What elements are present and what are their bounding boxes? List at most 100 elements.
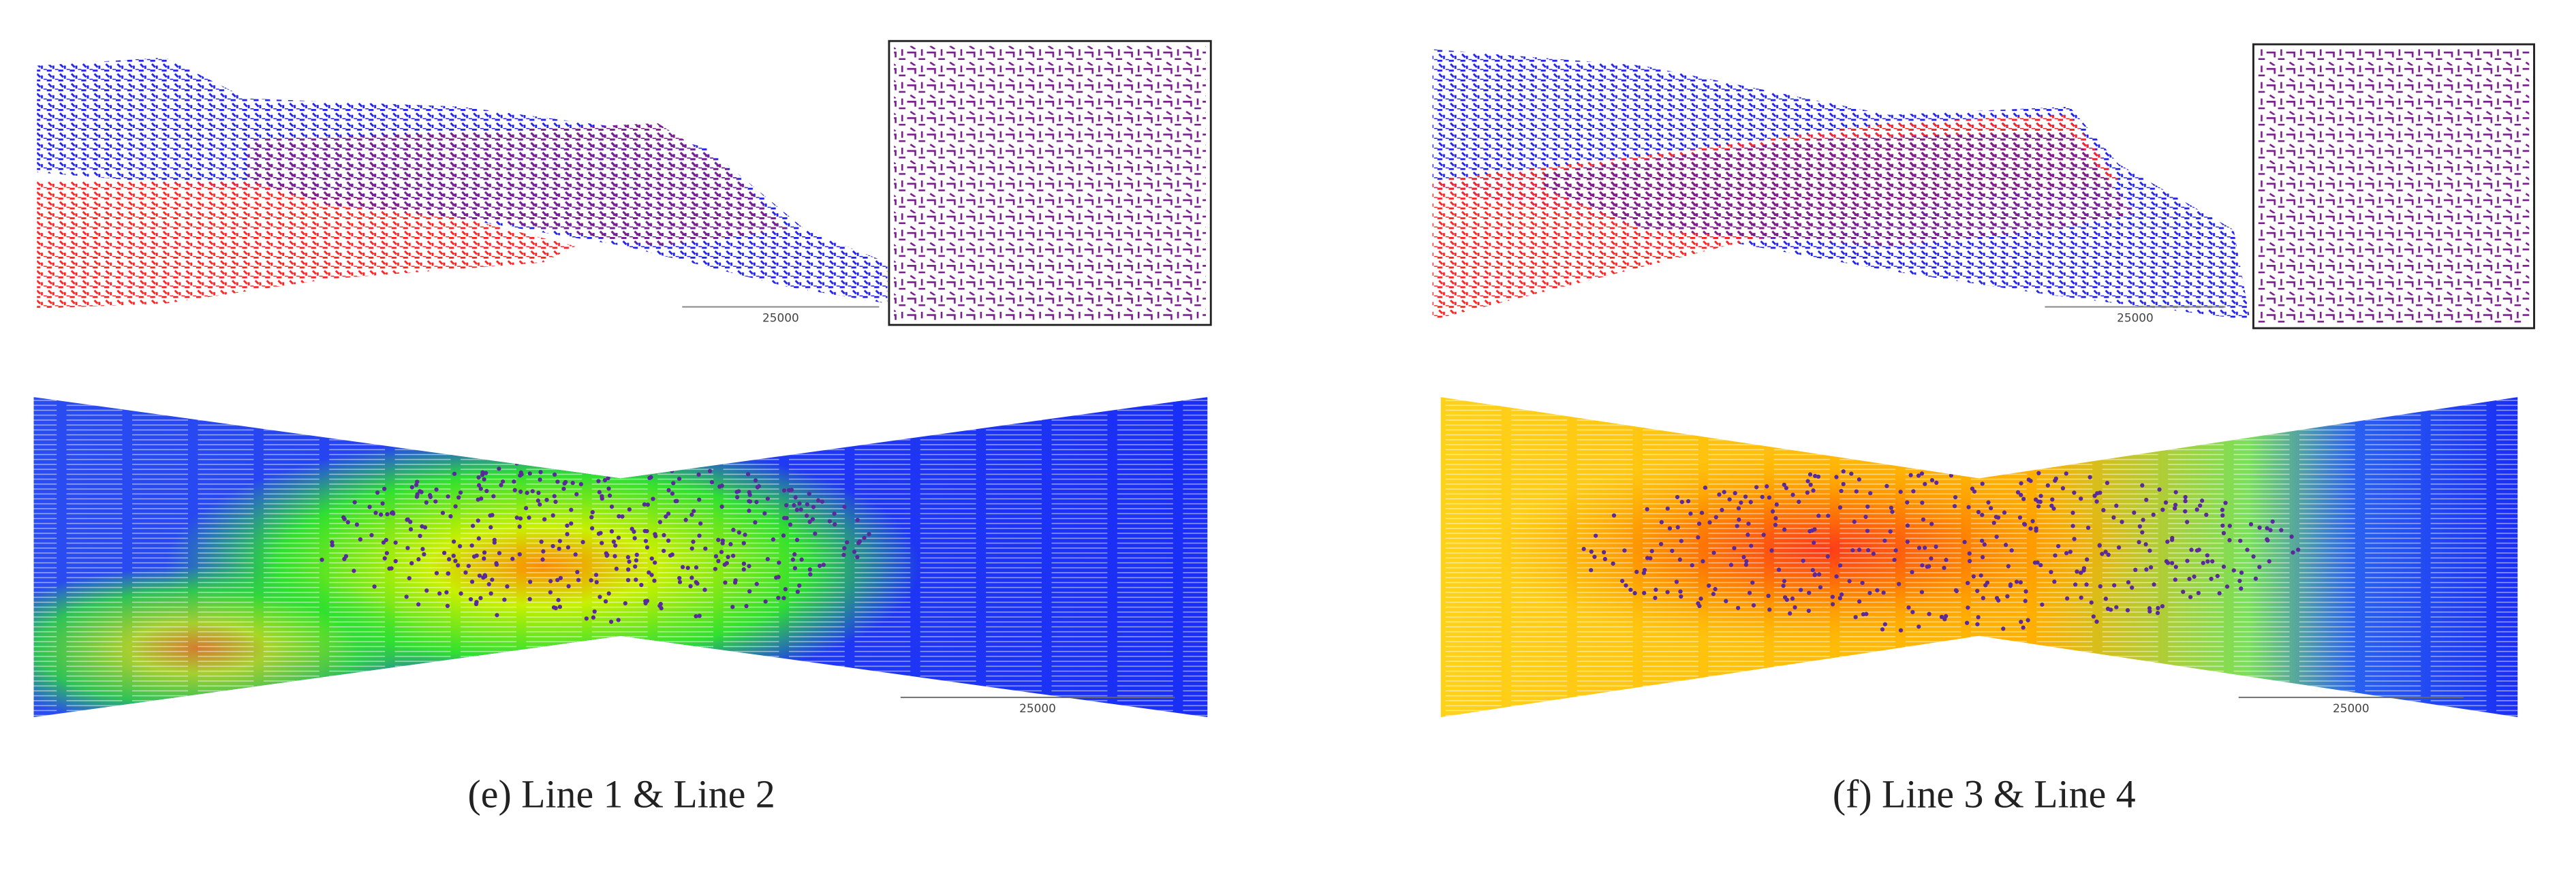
point <box>1688 511 1693 516</box>
point <box>502 597 507 602</box>
point <box>2253 576 2259 581</box>
point <box>1905 523 1910 528</box>
point <box>596 479 601 483</box>
point <box>2064 471 2068 476</box>
point <box>666 488 671 493</box>
point <box>867 532 871 537</box>
point <box>1761 533 1766 537</box>
point <box>1919 590 1925 594</box>
point <box>551 462 556 466</box>
point <box>2239 586 2244 591</box>
point <box>1749 543 1754 548</box>
point <box>713 554 719 559</box>
point <box>653 532 657 537</box>
point <box>562 481 567 486</box>
point <box>2081 566 2087 571</box>
point <box>2205 559 2210 564</box>
point <box>1747 590 1752 595</box>
point <box>2197 547 2201 552</box>
point <box>420 547 425 552</box>
inset-points <box>2258 49 2530 323</box>
point <box>2079 570 2083 575</box>
point <box>724 560 729 566</box>
point <box>420 524 424 529</box>
point <box>794 537 800 543</box>
point <box>630 526 634 531</box>
point <box>653 560 657 565</box>
scale-label: 25000 <box>2333 701 2370 715</box>
point <box>632 536 637 541</box>
point <box>1982 542 1987 547</box>
point <box>651 496 655 501</box>
scale-label: 25000 <box>762 311 799 324</box>
point <box>2021 625 2026 630</box>
point <box>393 558 398 564</box>
point <box>2248 522 2254 527</box>
point <box>553 499 558 505</box>
point <box>589 577 593 583</box>
point <box>1611 513 1617 518</box>
point <box>418 533 422 539</box>
point <box>1807 590 1812 595</box>
point <box>1624 583 1628 588</box>
point <box>2023 589 2028 594</box>
point <box>2270 519 2275 524</box>
point <box>445 603 450 608</box>
scale-label: 25000 <box>2117 311 2154 324</box>
point <box>649 573 654 577</box>
point <box>500 479 506 484</box>
point <box>434 487 439 492</box>
point <box>378 512 384 517</box>
point <box>753 478 758 483</box>
point <box>1834 475 1839 479</box>
point <box>647 570 651 575</box>
point <box>476 483 482 488</box>
point <box>702 588 707 592</box>
scan-lines <box>1440 397 2518 718</box>
point <box>634 558 638 562</box>
point <box>627 507 632 512</box>
point <box>621 469 625 473</box>
point <box>2163 500 2169 505</box>
point <box>1622 548 1627 553</box>
point <box>1964 620 1970 625</box>
point <box>1905 500 1910 505</box>
point <box>1929 478 1935 483</box>
point <box>795 589 801 594</box>
point <box>437 591 442 596</box>
point <box>611 539 617 544</box>
point <box>452 471 457 476</box>
point <box>2015 490 2021 495</box>
point <box>538 477 542 482</box>
point <box>2070 510 2075 515</box>
point <box>1770 509 1775 514</box>
point <box>2181 589 2186 594</box>
point <box>1773 515 1778 521</box>
point <box>453 558 458 563</box>
point <box>2019 481 2023 486</box>
point <box>1602 556 1608 562</box>
point <box>1922 545 1927 550</box>
point <box>781 533 786 538</box>
point <box>789 488 794 492</box>
point <box>1967 558 1972 564</box>
point <box>1980 538 1985 543</box>
point <box>556 598 561 603</box>
point <box>536 498 541 503</box>
point <box>2049 569 2053 575</box>
point <box>590 509 595 515</box>
point <box>2147 609 2152 614</box>
point <box>2030 519 2035 524</box>
point <box>2173 490 2178 494</box>
point <box>1751 603 1756 608</box>
point <box>2109 607 2113 612</box>
point <box>2023 599 2028 603</box>
point <box>414 482 419 488</box>
point <box>790 557 796 562</box>
point <box>649 556 654 561</box>
point <box>1864 612 1869 616</box>
point <box>666 538 671 543</box>
point <box>491 494 496 498</box>
point <box>2189 547 2194 552</box>
point <box>2018 580 2023 585</box>
